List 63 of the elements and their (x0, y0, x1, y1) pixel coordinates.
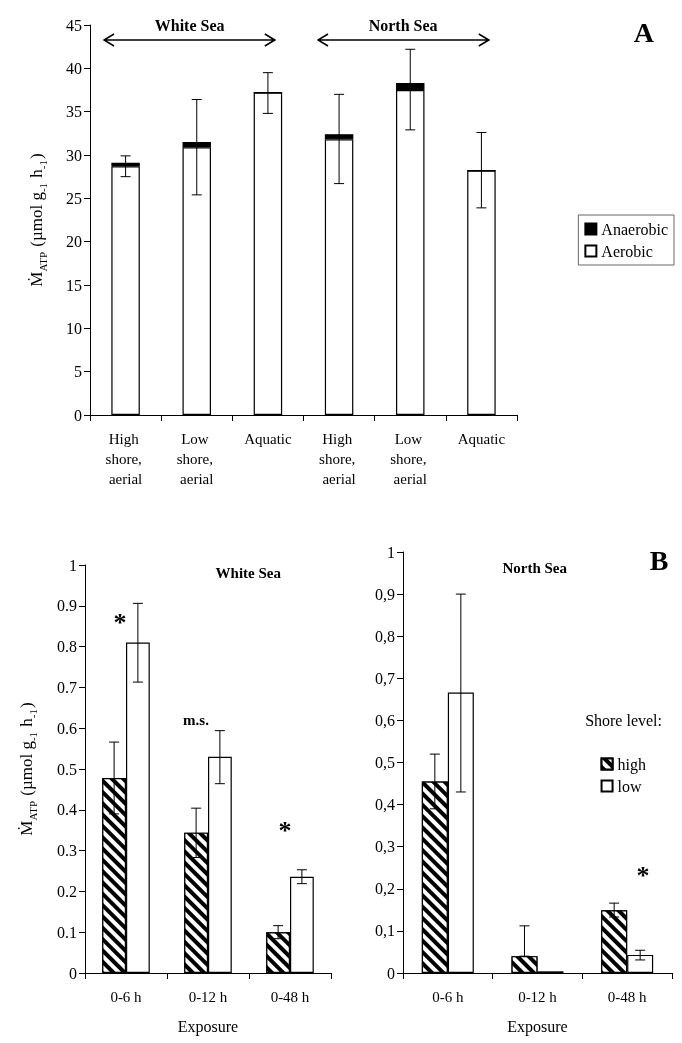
y-tick-label: 0.2 (57, 882, 77, 900)
y-tick-label: 40 (66, 59, 82, 77)
x-tick-label: High shore, aerial (319, 431, 360, 487)
y-tick-label: 0,8 (375, 627, 395, 645)
legend-label: Anaerobic (601, 220, 669, 238)
x-axis-title: Exposure (177, 1017, 239, 1036)
y-tick-label: 45 (66, 16, 82, 34)
legend-label: low (617, 777, 642, 795)
y-tick-label: 0,4 (375, 796, 395, 814)
y-tick-label: 0,3 (375, 838, 395, 856)
y-tick-label: 35 (66, 103, 82, 121)
annotation: B (649, 544, 669, 576)
legend-title: Shore level: (585, 711, 663, 729)
text: A (633, 16, 655, 48)
text: North Sea (502, 559, 568, 576)
x-tick-label: 0-48 h (270, 989, 310, 1005)
x-tick-label: 0-48 h (607, 989, 648, 1005)
y-tick-label: 0.6 (57, 719, 77, 737)
y-tick-label: 0.5 (57, 760, 77, 778)
x-tick-label: Low shore, aerial (390, 431, 431, 487)
legend-label: Aerobic (601, 242, 653, 260)
y-tick-label: 1 (387, 543, 395, 561)
annotation: * (113, 607, 127, 637)
y-tick-label: 0,2 (375, 880, 395, 898)
y-tick-label: 0,6 (375, 711, 395, 729)
annotation: * (636, 860, 650, 890)
y-tick-label: 0 (69, 964, 77, 982)
x-tick-label: High shore, aerial (105, 431, 146, 487)
x-axis-title: Exposure (507, 1017, 568, 1036)
x-tick-label: Low shore, aerial (176, 431, 217, 487)
annotation: m.s. (183, 712, 210, 728)
y-tick-label: 1 (69, 556, 77, 574)
x-tick-label: Aquatic (244, 431, 292, 447)
y-tick-label: 15 (66, 276, 82, 294)
y-tick-label: 0.8 (57, 638, 77, 656)
x-tick-label: 0-12 h (188, 989, 228, 1005)
y-tick-label: 0.3 (57, 842, 77, 860)
y-tick-label: 25 (66, 189, 82, 207)
y-tick-label: 0,7 (375, 669, 395, 687)
legend-label: high (617, 755, 647, 774)
y-axis-title: ṀATP (µmol g-1 h-1) (17, 702, 39, 836)
x-tick-label: 0-6 h (432, 989, 464, 1005)
y-axis-title: ṀATP (µmol g-1 h-1) (27, 153, 49, 287)
chart-title: White Sea (215, 564, 282, 581)
annotation: North Sea (368, 16, 438, 34)
x-tick-label: Aquatic (457, 431, 506, 447)
annotation: * (278, 815, 292, 845)
y-tick-label: 0,5 (375, 754, 395, 771)
y-tick-label: 5 (74, 363, 82, 381)
y-tick-label: 10 (66, 319, 82, 337)
x-tick-label: 0-6 h (110, 989, 143, 1005)
y-tick-label: 0.1 (57, 923, 77, 941)
y-tick-label: 0.4 (57, 801, 77, 819)
x-tick-label: 0-12 h (518, 989, 558, 1005)
y-tick-label: 20 (66, 233, 82, 251)
y-tick-label: 0 (387, 964, 395, 982)
y-tick-label: 0 (74, 406, 82, 424)
y-tick-label: 0,9 (375, 585, 395, 603)
y-tick-label: 30 (66, 146, 82, 164)
y-tick-label: 0.7 (57, 678, 77, 696)
y-tick-label: 0.9 (57, 597, 77, 615)
annotation: White Sea (154, 16, 225, 34)
y-tick-label: 0,1 (375, 922, 395, 940)
